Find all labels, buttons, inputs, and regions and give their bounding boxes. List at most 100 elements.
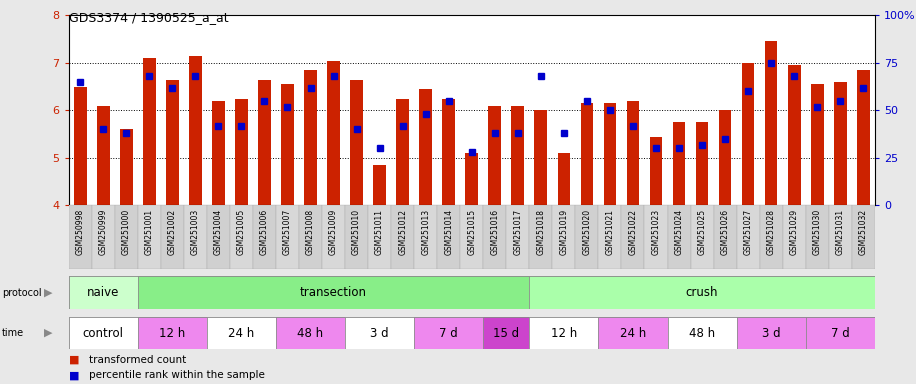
Text: 48 h: 48 h <box>298 327 323 339</box>
Text: GSM251018: GSM251018 <box>537 209 545 255</box>
Bar <box>442 99 455 205</box>
Bar <box>535 111 547 205</box>
Bar <box>414 317 484 349</box>
Text: GSM251028: GSM251028 <box>767 209 776 255</box>
Text: GSM251005: GSM251005 <box>237 209 245 255</box>
Text: GSM251008: GSM251008 <box>306 209 315 255</box>
Text: GSM251023: GSM251023 <box>651 209 660 255</box>
Bar <box>736 205 759 269</box>
Bar <box>166 79 179 205</box>
Bar <box>484 205 507 269</box>
Text: 7 d: 7 d <box>440 327 458 339</box>
Bar <box>782 205 806 269</box>
Bar <box>484 317 529 349</box>
Bar <box>253 205 276 269</box>
Text: GSM251025: GSM251025 <box>698 209 706 255</box>
Text: GSM251031: GSM251031 <box>835 209 845 255</box>
Bar <box>420 89 432 205</box>
Text: protocol: protocol <box>2 288 41 298</box>
Bar <box>161 205 184 269</box>
Bar <box>299 205 322 269</box>
Bar <box>74 87 86 205</box>
Text: GSM251030: GSM251030 <box>812 209 822 255</box>
Text: GSM251000: GSM251000 <box>122 209 131 255</box>
Text: 12 h: 12 h <box>551 327 577 339</box>
Bar <box>345 317 414 349</box>
Bar <box>69 205 92 269</box>
Text: 7 d: 7 d <box>831 327 850 339</box>
Bar <box>368 205 391 269</box>
Bar <box>604 103 616 205</box>
Bar <box>137 276 529 309</box>
Bar <box>69 317 137 349</box>
Bar <box>184 205 207 269</box>
Bar <box>230 205 253 269</box>
Bar <box>207 317 276 349</box>
Text: GSM251024: GSM251024 <box>674 209 683 255</box>
Text: 3 d: 3 d <box>762 327 780 339</box>
Text: GSM251016: GSM251016 <box>490 209 499 255</box>
Text: transformed count: transformed count <box>89 355 186 365</box>
Bar <box>645 205 668 269</box>
Bar <box>189 56 202 205</box>
Bar <box>529 276 875 309</box>
Bar <box>281 84 294 205</box>
Bar <box>114 205 137 269</box>
Bar <box>207 205 230 269</box>
Text: GSM251027: GSM251027 <box>744 209 753 255</box>
Text: GSM251007: GSM251007 <box>283 209 292 255</box>
Bar <box>92 205 114 269</box>
Text: GDS3374 / 1390525_a_at: GDS3374 / 1390525_a_at <box>69 12 228 25</box>
Bar <box>649 137 662 205</box>
Text: GSM250999: GSM250999 <box>99 209 108 255</box>
Bar <box>345 205 368 269</box>
Bar <box>529 317 598 349</box>
Text: GSM251021: GSM251021 <box>605 209 615 255</box>
Bar <box>558 153 570 205</box>
Text: GSM251001: GSM251001 <box>145 209 154 255</box>
Text: GSM251009: GSM251009 <box>329 209 338 255</box>
Text: 24 h: 24 h <box>228 327 255 339</box>
Text: GSM251015: GSM251015 <box>467 209 476 255</box>
Text: GSM251012: GSM251012 <box>398 209 407 255</box>
Text: time: time <box>2 328 24 338</box>
Bar <box>460 205 484 269</box>
Text: GSM251014: GSM251014 <box>444 209 453 255</box>
Text: ▶: ▶ <box>44 328 52 338</box>
Bar <box>374 165 386 205</box>
Bar <box>759 205 782 269</box>
Bar <box>327 61 340 205</box>
Text: ■: ■ <box>69 355 79 365</box>
Bar <box>788 65 801 205</box>
Bar <box>806 205 829 269</box>
Bar <box>276 317 345 349</box>
Text: 3 d: 3 d <box>370 327 389 339</box>
Bar <box>137 205 161 269</box>
Text: GSM251002: GSM251002 <box>168 209 177 255</box>
Bar <box>137 317 207 349</box>
Text: GSM251019: GSM251019 <box>560 209 568 255</box>
Bar <box>696 122 708 205</box>
Bar <box>742 63 755 205</box>
Bar <box>806 317 875 349</box>
Bar <box>857 70 869 205</box>
Text: GSM251029: GSM251029 <box>790 209 799 255</box>
Bar <box>322 205 345 269</box>
Bar <box>350 79 363 205</box>
Text: control: control <box>82 327 124 339</box>
Text: GSM250998: GSM250998 <box>76 209 84 255</box>
Bar <box>575 205 598 269</box>
Bar <box>414 205 437 269</box>
Text: 12 h: 12 h <box>159 327 185 339</box>
Bar <box>276 205 299 269</box>
Text: ■: ■ <box>69 370 79 380</box>
Bar <box>719 111 731 205</box>
Text: GSM251017: GSM251017 <box>513 209 522 255</box>
Text: percentile rank within the sample: percentile rank within the sample <box>89 370 265 380</box>
Bar <box>391 205 414 269</box>
Bar <box>765 41 778 205</box>
Text: GSM251032: GSM251032 <box>859 209 867 255</box>
Bar <box>552 205 575 269</box>
Bar <box>598 205 621 269</box>
Bar <box>507 205 529 269</box>
